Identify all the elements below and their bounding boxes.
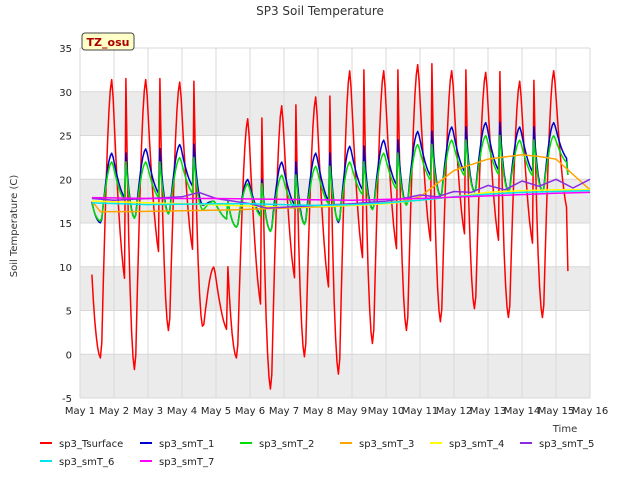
x-tick-label: May 13 [470,406,507,417]
x-tick-label: May 11 [402,406,439,417]
x-tick-label: May 5 [201,406,231,417]
y-tick-label: 15 [59,219,72,230]
y-tick-label: -5 [62,394,72,405]
x-tick-label: May 10 [368,406,405,417]
y-tick-label: 25 [59,132,72,143]
series-line-sp3_Tsurface [91,63,569,390]
chart-title: SP3 Soil Temperature [256,4,384,18]
x-tick-label: May 3 [133,406,163,417]
x-tick-label: May 14 [504,406,541,417]
legend-label: sp3_smT_7 [159,457,214,468]
legend-label: sp3_Tsurface [59,439,123,450]
y-axis-label: Soil Temperature (C) [9,175,20,278]
x-tick-label: May 9 [337,406,367,417]
x-tick-label: May 2 [99,406,129,417]
y-axis-ticks: -5 0 5 10 15 20 25 30 35 [59,44,72,405]
plot-band [80,91,590,136]
legend-label: sp3_smT_6 [59,457,114,468]
x-tick-label: May 6 [235,406,265,417]
series-line-sp3_smT_6 [91,189,591,207]
series-line-sp3_smT_7 [91,191,591,201]
y-tick-label: 20 [59,175,72,186]
grid-lines [79,47,591,399]
x-axis-ticks: May 1 May 2 May 3 May 4 May 5 May 6 May 7 May 8… [65,406,608,417]
y-tick-label: 5 [66,307,72,318]
legend-label: sp3_smT_1 [159,439,214,450]
series-layer [91,63,591,390]
x-tick-label: May 15 [538,406,575,417]
y-tick-label: 10 [59,263,72,274]
tz-badge-box [81,32,135,51]
x-tick-label: May 8 [303,406,333,417]
x-tick-label: May 4 [167,406,197,417]
x-axis-label: Time [552,424,577,435]
tz-badge: TZ_osu [81,32,135,51]
x-tick-label: May 7 [269,406,299,417]
y-tick-label: 0 [66,350,72,361]
y-tick-label: 35 [59,44,72,55]
plot-band [80,48,590,92]
y-tick-label: 30 [59,88,72,99]
series-line-sp3_smT_2 [91,134,569,233]
plot-band [80,354,590,398]
x-tick-label: May 16 [572,406,609,417]
legend-label: sp3_smT_4 [449,439,504,450]
legend-label: sp3_smT_3 [359,439,414,450]
legend-label: sp3_smT_2 [259,439,314,450]
legend-label: sp3_smT_5 [539,439,594,450]
tz-badge-label: TZ_osu [87,36,130,49]
x-tick-label: May 12 [436,406,473,417]
x-tick-label: May 1 [65,406,95,417]
legend: sp3_Tsurface sp3_smT_1 sp3_smT_2 sp3_smT_3 s… [40,439,594,468]
